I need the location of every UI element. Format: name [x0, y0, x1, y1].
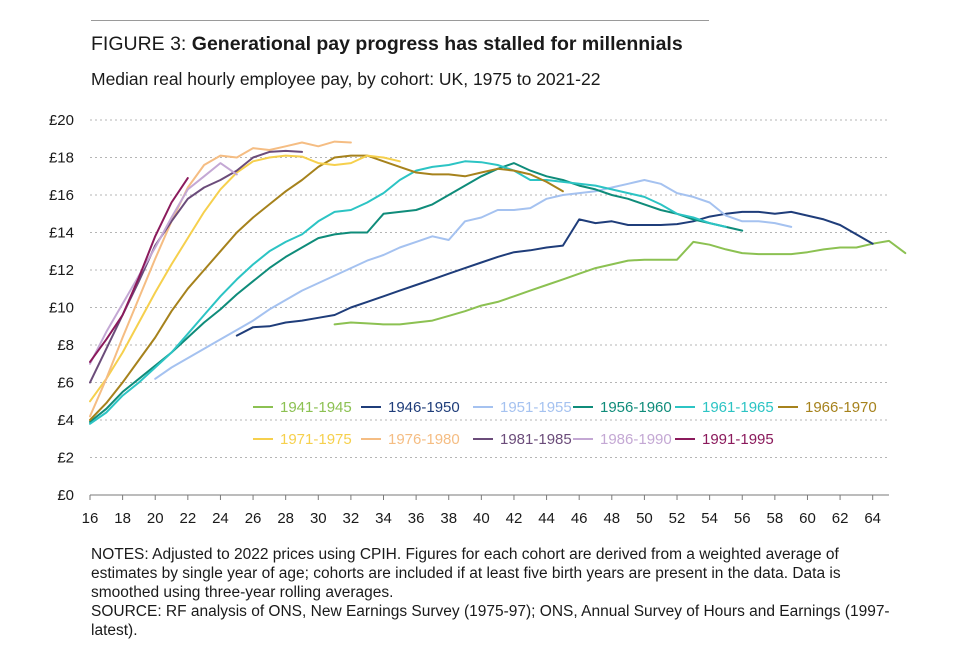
x-tick-label: 56	[734, 510, 751, 527]
x-tick-label: 36	[408, 510, 425, 527]
series-line	[89, 162, 238, 365]
notes-block: NOTES: Adjusted to 2022 prices using CPI…	[91, 545, 891, 640]
legend-label: 1971-1975	[280, 431, 352, 448]
series-line	[89, 154, 401, 403]
y-tick-label: £12	[49, 262, 74, 279]
y-tick-label: £0	[57, 487, 74, 504]
x-tick-label: 40	[473, 510, 490, 527]
x-tick-label: 28	[277, 510, 294, 527]
legend-label: 1951-1955	[500, 399, 572, 416]
x-tick-label: 20	[147, 510, 164, 527]
series-line	[89, 162, 744, 423]
y-tick-label: £2	[57, 450, 74, 467]
legend-label: 1961-1965	[702, 399, 774, 416]
legend-label: 1986-1990	[600, 431, 672, 448]
legend-label: 1976-1980	[388, 431, 460, 448]
page-title: FIGURE 3: Generational pay progress has …	[91, 33, 683, 56]
series-line	[89, 154, 564, 421]
series-line	[89, 160, 727, 425]
y-tick-label: £20	[49, 112, 74, 129]
figure-subtitle: Median real hourly employee pay, by coho…	[91, 69, 601, 89]
x-tick-label: 46	[571, 510, 588, 527]
x-tick-label: 32	[343, 510, 360, 527]
x-tick-label: 16	[82, 510, 99, 527]
series-line	[89, 177, 189, 363]
y-tick-label: £4	[57, 412, 74, 429]
legend-label: 1991-1995	[702, 431, 774, 448]
notes-text: NOTES: Adjusted to 2022 prices using CPI…	[91, 546, 841, 601]
legend: 1941-1945 1946-1950 1951-1955 1956-1960 1961…	[253, 399, 877, 448]
x-tick-label: 48	[603, 510, 620, 527]
source-text: SOURCE: RF analysis of ONS, New Earnings…	[91, 603, 890, 639]
x-tick-label: 30	[310, 510, 327, 527]
series-lines	[89, 140, 907, 425]
legend-label: 1981-1985	[500, 431, 572, 448]
figure-label: FIGURE 3:	[91, 33, 187, 55]
legend-label: 1941-1945	[280, 399, 352, 416]
x-tick-label: 50	[636, 510, 653, 527]
top-rule	[91, 20, 709, 21]
x-axis: 16 18 20 22 24 26 28 30 32 34 36 38 40 42 44 46 48 50 52 54…	[82, 494, 889, 527]
x-tick-label: 26	[245, 510, 262, 527]
x-tick-label: 54	[701, 510, 718, 527]
x-tick-label: 60	[799, 510, 816, 527]
series-line	[333, 239, 907, 326]
x-tick-label: 34	[375, 510, 392, 527]
series-line	[154, 179, 793, 380]
x-tick-label: 58	[767, 510, 784, 527]
y-tick-label: £6	[57, 375, 74, 392]
x-tick-label: 38	[440, 510, 457, 527]
line-chart: £0 £2 £4 £6 £8 £10 £12 £14 £16 £18 £20 16 18 20 22 24 2…	[49, 112, 907, 527]
figure-title: Generational pay progress has stalled fo…	[191, 33, 683, 55]
x-tick-label: 44	[538, 510, 555, 527]
x-tick-label: 52	[669, 510, 686, 527]
y-tick-label: £10	[49, 300, 74, 317]
x-tick-label: 24	[212, 510, 229, 527]
x-tick-label: 18	[114, 510, 131, 527]
legend-label: 1946-1950	[388, 399, 460, 416]
series-line	[89, 140, 352, 418]
y-tick-label: £16	[49, 187, 74, 204]
x-tick-label: 64	[864, 510, 881, 527]
legend-label: 1966-1970	[805, 399, 877, 416]
grid-lines	[90, 119, 889, 458]
y-tick-label: £18	[49, 150, 74, 167]
y-tick-label: £14	[49, 225, 74, 242]
y-axis-tick-labels: £0 £2 £4 £6 £8 £10 £12 £14 £16 £18 £20	[49, 112, 74, 504]
series-line	[235, 210, 874, 337]
x-tick-label: 22	[179, 510, 196, 527]
x-tick-label: 62	[832, 510, 849, 527]
y-tick-label: £8	[57, 337, 74, 354]
legend-label: 1956-1960	[600, 399, 672, 416]
x-tick-label: 42	[506, 510, 523, 527]
